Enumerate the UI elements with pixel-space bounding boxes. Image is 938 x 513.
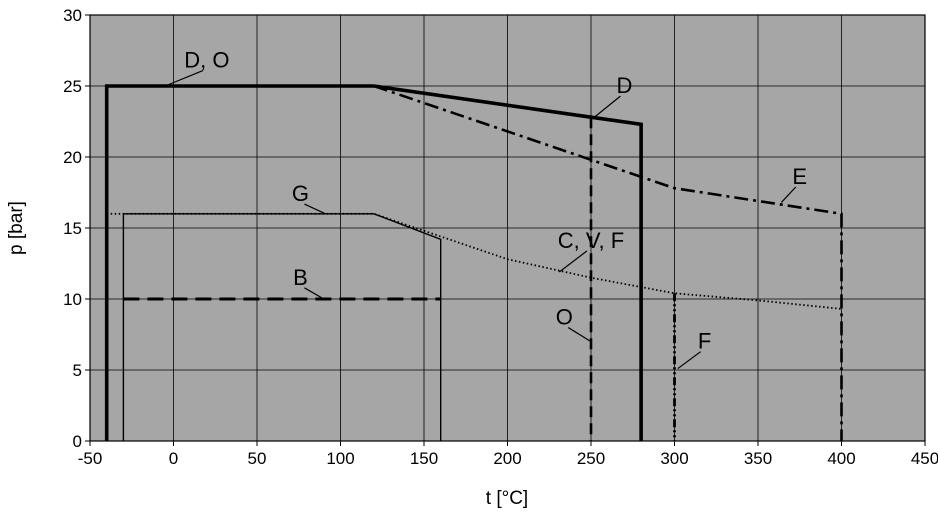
y-tick-label: 5 [73, 361, 82, 380]
y-tick-label: 15 [63, 219, 82, 238]
y-axis-label: p [bar] [6, 201, 27, 255]
x-tick-label: -50 [78, 449, 103, 468]
x-tick-label: 100 [326, 449, 354, 468]
series-line-g [122, 213, 442, 441]
series-label-g: G [292, 181, 309, 206]
y-tick-label: 30 [63, 6, 82, 25]
label-leader-f [677, 351, 701, 370]
x-tick-label: 400 [827, 449, 855, 468]
series-label-f: F [698, 329, 711, 354]
series-label-d: D [616, 73, 632, 98]
leader-lines [164, 69, 797, 370]
series-label-c-v-f: C, V, F [558, 228, 624, 253]
label-leader-e [780, 186, 797, 203]
x-tick-label: 0 [169, 449, 178, 468]
label-leader-d-o [164, 69, 204, 87]
series-layer [104, 84, 843, 441]
x-tick-label: 200 [493, 449, 521, 468]
x-axis-ticks: -50 0 50 100 150 200 250 300 350 400 450 [78, 441, 938, 468]
y-axis-ticks: 0 5 10 15 20 25 30 [63, 6, 90, 451]
y-tick-label: 10 [63, 290, 82, 309]
y-tick-label: 0 [73, 432, 82, 451]
series-label-d-o: D, O [184, 48, 229, 73]
label-leader-b [304, 287, 325, 300]
label-leader-g [304, 203, 326, 215]
series-line-e [373, 84, 843, 441]
y-tick-label: 25 [63, 77, 82, 96]
label-leader-d [593, 95, 621, 118]
x-tick-label: 50 [248, 449, 267, 468]
y-tick-label: 20 [63, 148, 82, 167]
series-label-o: O [556, 305, 573, 330]
x-tick-label: 300 [660, 449, 688, 468]
series-labels: D, O D E G C, V, F B O F [184, 48, 807, 354]
label-leader-o [567, 327, 592, 343]
series-line-d-o [104, 84, 374, 441]
series-label-b: B [293, 265, 308, 290]
x-tick-label: 150 [410, 449, 438, 468]
series-label-e: E [792, 164, 807, 189]
x-tick-label: 450 [911, 449, 938, 468]
series-line-d [373, 84, 643, 441]
x-tick-label: 250 [577, 449, 605, 468]
x-tick-label: 350 [744, 449, 772, 468]
label-leader-c-v-f [558, 250, 588, 273]
x-axis-label: t [°C] [486, 488, 528, 509]
